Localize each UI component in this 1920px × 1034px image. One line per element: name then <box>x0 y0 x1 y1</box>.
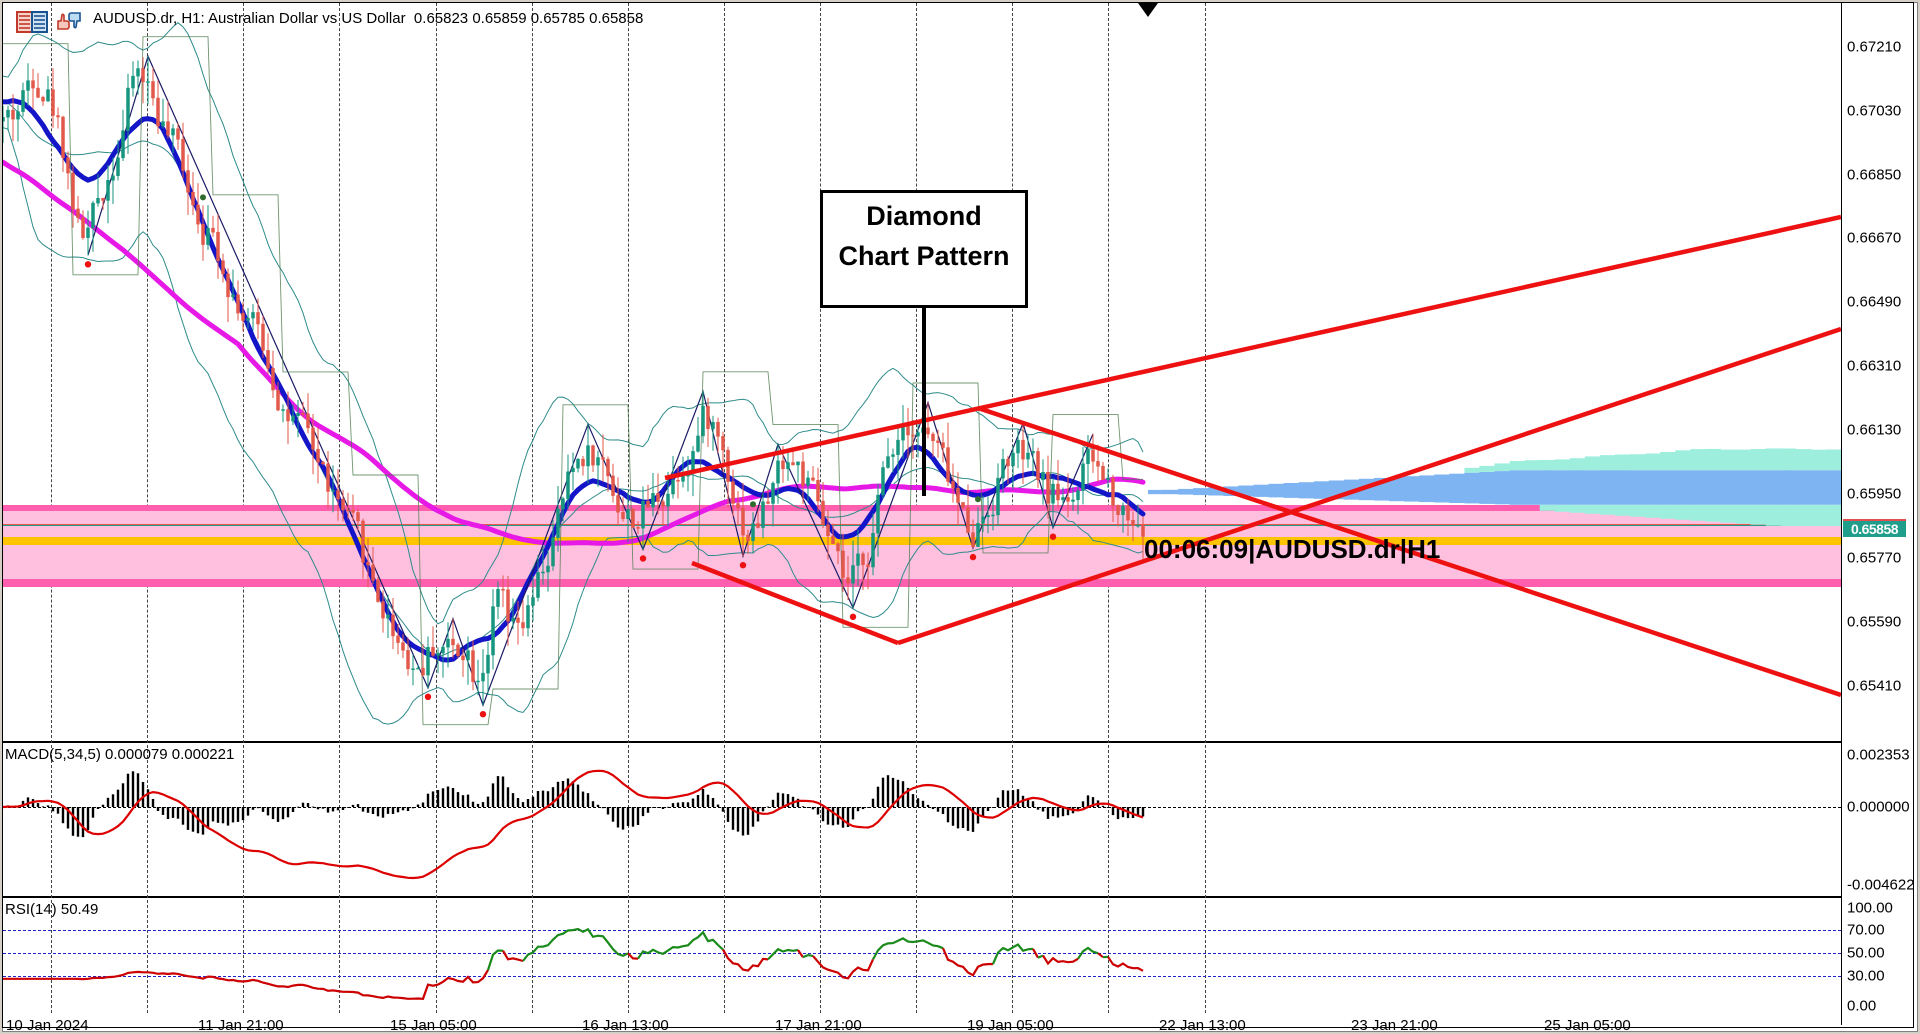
svg-text:RSI(14) 50.49: RSI(14) 50.49 <box>5 901 98 918</box>
svg-text:MACD(5,34,5) 0.000079 0.000221: MACD(5,34,5) 0.000079 0.000221 <box>5 746 234 763</box>
